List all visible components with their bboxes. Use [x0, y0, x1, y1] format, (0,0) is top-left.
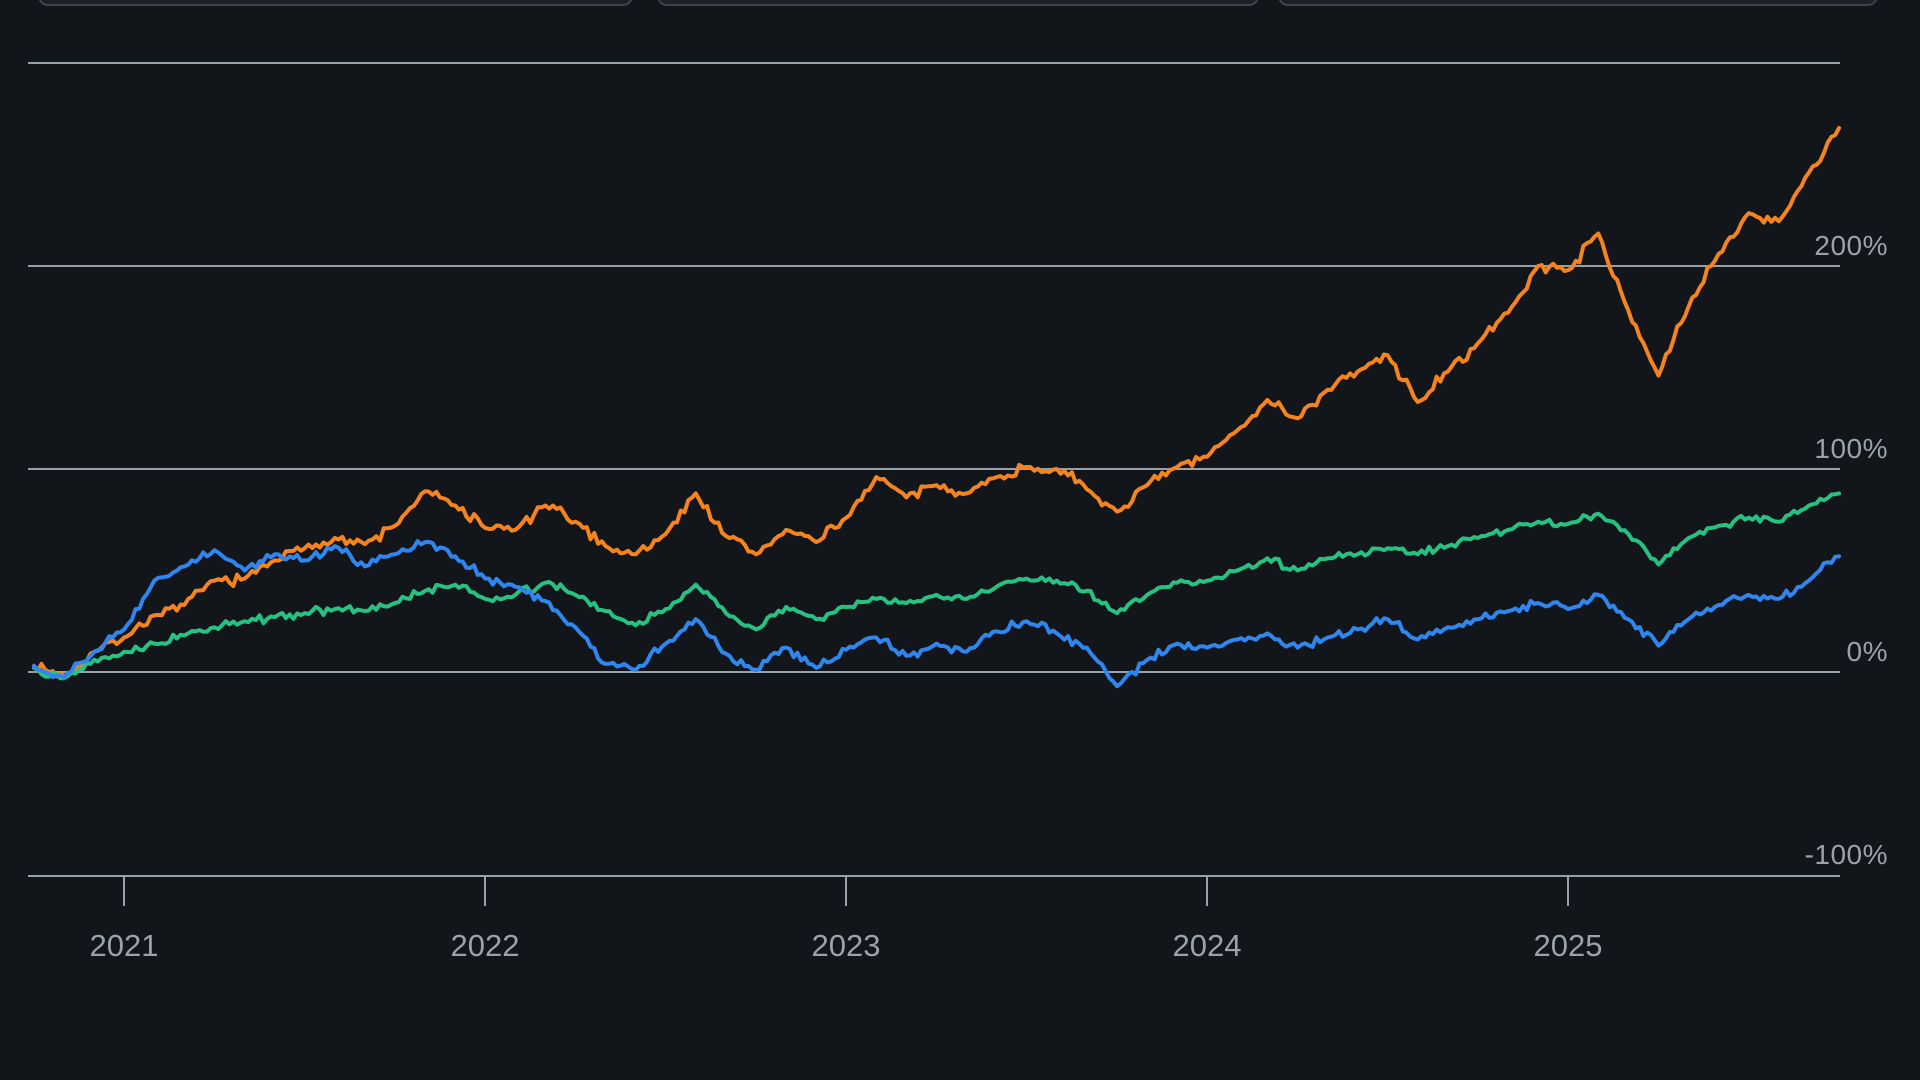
series-green-line	[32, 491, 1841, 681]
x-tick-2021	[123, 877, 125, 906]
gridline-200pct	[28, 265, 1840, 267]
series-orange-line	[32, 126, 1841, 679]
y-axis-label-neg100: -100%	[1804, 839, 1888, 870]
y-axis-label-0: 0%	[1846, 636, 1888, 667]
x-axis-label-2023: 2023	[811, 928, 881, 963]
gridline-300pct	[28, 62, 1840, 64]
x-axis-label-2025: 2025	[1533, 928, 1603, 963]
y-axis-label-200: 200%	[1814, 230, 1888, 261]
series-blue-line	[32, 539, 1841, 689]
x-tick-2024	[1206, 877, 1208, 906]
x-axis-label-2024: 2024	[1172, 928, 1242, 963]
x-axis-label-2021: 2021	[89, 928, 159, 963]
x-axis-label-2022: 2022	[450, 928, 520, 963]
x-tick-2025	[1567, 877, 1569, 906]
x-tick-2022	[484, 877, 486, 906]
gridline-0pct	[28, 671, 1840, 673]
gridline-100pct	[28, 468, 1840, 470]
x-axis-baseline	[28, 875, 1840, 877]
y-axis-label-100: 100%	[1814, 433, 1888, 464]
x-tick-2023	[845, 877, 847, 906]
